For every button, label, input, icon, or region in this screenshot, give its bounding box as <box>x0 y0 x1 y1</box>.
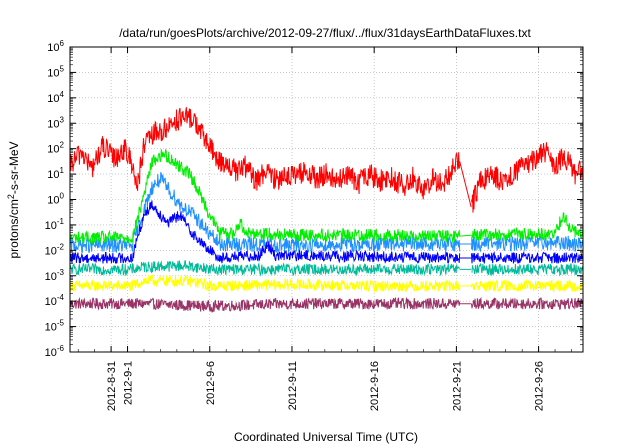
y-tick-label: 100 <box>47 192 64 207</box>
series-layer <box>69 107 583 313</box>
x-tick-label: 2012-9-26 <box>534 361 546 411</box>
y-tick-label: 105 <box>47 64 64 79</box>
y-tick-label: 102 <box>47 141 64 156</box>
x-tick-label: 2012-9-16 <box>369 361 381 411</box>
y-tick-label: 10-5 <box>45 319 65 334</box>
y-axis: 10-6 10-5 10-4 10-3 10-2 10-1 100 101 102 103 104 1… <box>45 39 583 359</box>
y-tick-label: 10-4 <box>45 293 65 308</box>
y-tick-label: 104 <box>47 90 64 105</box>
x-tick-label: 2012-9-1 <box>123 361 135 405</box>
x-axis-label: Coordinated Universal Time (UTC) <box>234 430 418 444</box>
chart-title: /data/run/goesPlots/archive/2012-09-27/f… <box>119 26 531 40</box>
x-axis: 2012-8-31 2012-9-1 2012-9-6 2012-9-11 2012-9… <box>77 47 572 411</box>
x-tick-label: 2012-8-31 <box>106 361 118 411</box>
series-line <box>69 296 583 313</box>
y-tick-label: 103 <box>47 115 64 130</box>
x-tick-label: 2012-9-21 <box>451 361 463 411</box>
series-line <box>69 172 583 254</box>
series-line <box>69 107 583 213</box>
y-axis-label: protons/cm2-s-sr-MeV <box>6 141 21 258</box>
y-tick-label: 106 <box>47 39 64 54</box>
series-line <box>69 200 583 265</box>
series-line <box>69 273 583 294</box>
x-tick-label: 2012-9-11 <box>287 361 299 410</box>
y-tick-label: 10-3 <box>45 268 65 283</box>
series-line <box>69 260 583 277</box>
series-line <box>69 148 583 244</box>
y-tick-label: 10-6 <box>45 344 65 359</box>
y-tick-label: 101 <box>47 166 64 181</box>
y-tick-label: 10-2 <box>45 242 65 257</box>
y-tick-label: 10-1 <box>45 217 65 232</box>
x-tick-label: 2012-9-6 <box>205 361 217 405</box>
